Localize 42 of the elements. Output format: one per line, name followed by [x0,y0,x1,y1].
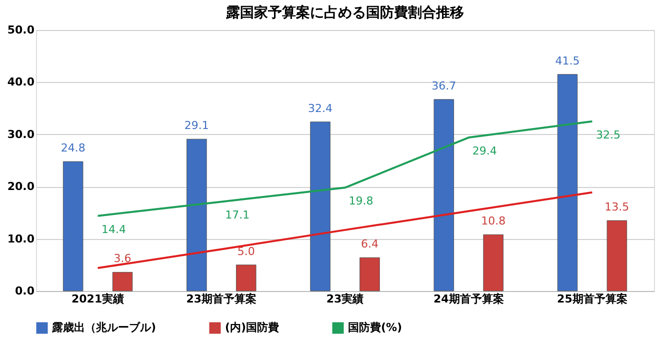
legend-label: 露歳出（兆ルーブル) [51,321,156,334]
data-label: 10.8 [481,214,506,228]
data-label: 32.5 [596,128,620,142]
chart-title: 露国家予算案に占める国防費割合推移 [225,4,464,21]
data-label: 13.5 [604,200,630,214]
data-label: 5.0 [237,244,255,258]
data-label: 29.1 [184,119,209,132]
data-label: 32.4 [308,102,333,115]
data-label: 14.4 [102,222,126,236]
data-label: 3.6 [114,252,132,266]
data-label: 36.7 [432,79,456,92]
data-label: 19.8 [348,194,374,208]
x-tick-label: 23期首予算案 [186,292,257,306]
x-tick-label: 25期首予算案 [557,292,628,306]
y-tick-label: 40.0 [7,76,35,89]
bar [557,74,578,292]
bar [360,257,380,292]
y-tick-label: 20.0 [7,180,35,194]
data-label: 24.8 [60,142,86,155]
bar [112,272,133,292]
y-tick-label: 50.0 [7,24,35,36]
legend-label: 国防費(%) [348,321,402,334]
bar [606,220,628,292]
y-tick-label: 0.0 [15,284,35,298]
legend-label: (内)国防費 [225,321,280,334]
line-series [96,191,594,270]
data-label: 6.4 [360,238,378,251]
data-label: 41.5 [555,54,580,68]
line-series [96,120,594,217]
x-tick-label: 24期首予算案 [433,292,504,306]
bar [483,234,504,292]
bar [186,138,207,292]
y-tick-label: 10.0 [7,232,35,246]
x-tick-label: 2021実績 [71,292,124,306]
y-tick-label: 30.0 [7,128,35,141]
bar [236,264,256,292]
bar [434,99,454,292]
bar [310,122,330,292]
data-label: 29.4 [472,144,497,158]
data-label: 17.1 [225,208,250,222]
x-tick-label: 23実績 [326,292,364,306]
bar [62,161,84,292]
